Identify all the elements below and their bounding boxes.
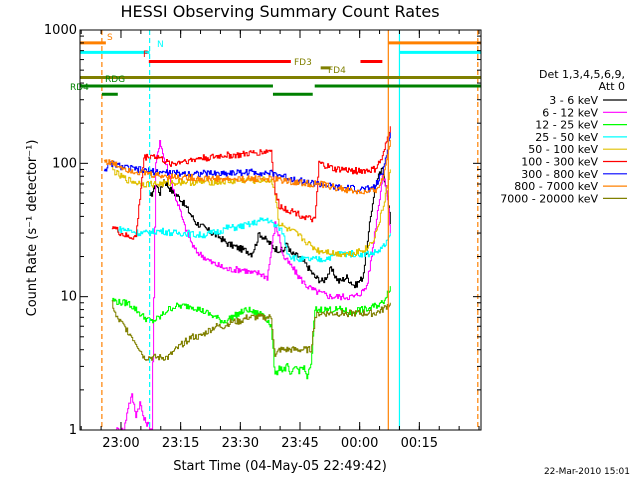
legend-header: Det 1,3,4,5,6,9, xyxy=(539,68,625,81)
series-line-7000-20000-kev xyxy=(111,300,391,361)
series-line-12-25-kev xyxy=(111,286,391,380)
x-tick-label: 23:45 xyxy=(281,436,318,451)
x-tick-label: 00:15 xyxy=(401,436,438,451)
flag-label-fd4: FD4 xyxy=(328,66,346,76)
y-tick-label: 1000 xyxy=(44,23,77,38)
x-axis-label: Start Time (04-May-05 22:49:42) xyxy=(173,459,387,474)
y-tick-label: 10 xyxy=(60,290,77,305)
data-layer xyxy=(80,30,481,430)
x-tick-label: 23:15 xyxy=(162,436,199,451)
series-line-800-7000-kev xyxy=(103,139,391,195)
flag-label-s: S xyxy=(107,33,113,43)
legend-label: 300 - 800 keV xyxy=(521,168,598,181)
legend-label: 7000 - 20000 keV xyxy=(500,192,598,205)
y-tick-label: 100 xyxy=(52,156,77,171)
y-tick-label: 1 xyxy=(69,423,77,438)
legend-label: 100 - 300 keV xyxy=(521,156,598,169)
flag-label-rdg: RDG xyxy=(105,75,125,85)
legend-header: Att 0 xyxy=(599,80,625,93)
legend-label: 50 - 100 keV xyxy=(528,143,598,156)
series-line-6-12-kev xyxy=(116,140,391,430)
series-line-3-6-kev xyxy=(149,167,391,289)
legend-label: 12 - 25 keV xyxy=(535,119,598,132)
chart-title: HESSI Observing Summary Count Rates xyxy=(120,2,439,21)
legend-label: 3 - 6 keV xyxy=(549,94,598,107)
legend-label: 6 - 12 keV xyxy=(542,106,598,119)
series-line-50-100-kev xyxy=(111,166,391,258)
x-tick-label: 00:00 xyxy=(341,436,378,451)
series-line-25-50-kev xyxy=(115,217,391,263)
flag-label-f: F xyxy=(143,50,148,60)
y-axis-label: Count Rate (s⁻¹ detector⁻¹) xyxy=(25,140,40,317)
legend-label: 25 - 50 keV xyxy=(535,131,598,144)
series-line-100-300-kev xyxy=(111,126,391,240)
x-tick-label: 23:30 xyxy=(222,436,259,451)
date-stamp: 22-Mar-2010 15:01 xyxy=(544,467,630,477)
flag-label-fd3: FD3 xyxy=(294,58,312,68)
flag-label-n: N xyxy=(157,40,164,50)
x-tick-label: 23:00 xyxy=(102,436,139,451)
legend-label: 800 - 7000 keV xyxy=(514,180,598,193)
